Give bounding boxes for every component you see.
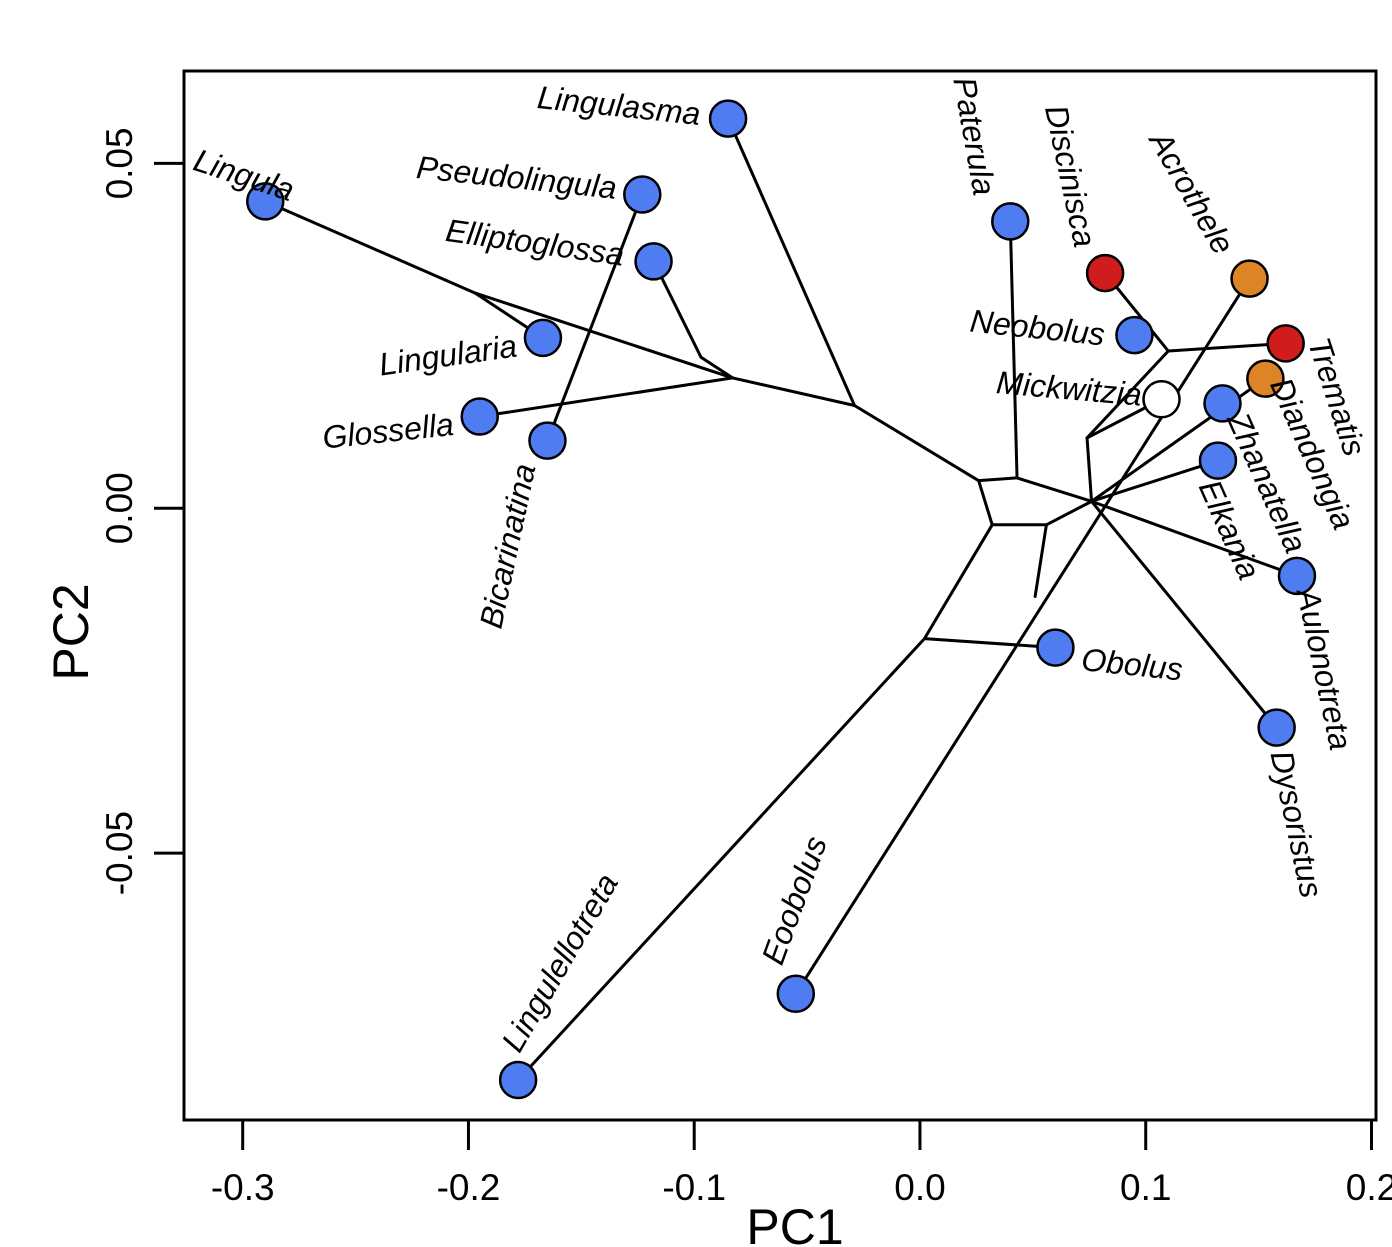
branch-n8-n9: [1015, 476, 1094, 503]
x-tick-label: -0.3: [211, 1167, 275, 1208]
taxon-label-mickwitzia: Mickwitzia: [995, 364, 1143, 413]
taxon-label-dysoristus: Dysoristus: [1264, 747, 1330, 901]
branch-n7-obolus: [922, 637, 1057, 650]
branch-n9-n10: [1085, 436, 1094, 503]
y-tick-label: 0.05: [99, 127, 140, 199]
y-axis: -0.05 0.00 0.05: [99, 127, 186, 895]
x-tick-label: 0.2: [1346, 1167, 1392, 1208]
taxon-point-elliptoglossa: [634, 242, 673, 281]
y-axis-title: PC2: [43, 583, 99, 680]
x-tick-label: 0.1: [1120, 1167, 1171, 1208]
taxon-label-elliptoglossa: Elliptoglossa: [444, 212, 627, 273]
branch-glossella-n3: [478, 376, 735, 419]
taxon-label-lingularia: Lingularia: [377, 328, 519, 383]
taxon-label-lingulellotreta: Lingulellotreta: [494, 867, 625, 1058]
taxon-point-mickwitzia: [1142, 380, 1181, 419]
taxon-label-discinisca: Discinisca: [1038, 102, 1103, 250]
taxon-point-aulonotreta: [1277, 556, 1317, 596]
taxon-point-glossella: [460, 397, 499, 436]
taxon-label-bicarinatina: Bicarinatina: [473, 460, 543, 631]
y-tick-label: 0.00: [99, 472, 140, 544]
x-axis-title: PC1: [746, 1199, 843, 1247]
branch-lingulasma-n4: [726, 117, 856, 407]
taxon-label-pseudolingula: Pseudolingula: [415, 149, 619, 206]
branch-n12-n9: [1044, 499, 1094, 527]
taxon-point-acrothele: [1230, 259, 1269, 298]
y-tick-label: -0.05: [99, 811, 140, 895]
branch-n5-n8: [977, 476, 1019, 483]
taxon-point-obolus: [1036, 628, 1075, 667]
taxon-label-obolus: Obolus: [1080, 641, 1185, 687]
taxon-point-lingularia: [523, 318, 563, 358]
branch-lingula-n1: [263, 199, 477, 295]
branch-n10-n11: [1085, 349, 1170, 440]
taxon-labels: Lingula Lingulasma Pseudolingula Elliptoglo…: [189, 74, 1373, 1057]
taxon-label-lingulasma: Lingulasma: [536, 79, 703, 132]
taxon-label-neobolus: Neobolus: [968, 303, 1106, 353]
taxon-label-glossella: Glossella: [321, 406, 456, 456]
taxon-point-dysoristus: [1257, 708, 1296, 747]
taxon-label-lingula: Lingula: [189, 142, 298, 208]
taxon-point-neobolus: [1115, 315, 1154, 355]
taxon-point-bicarinatina: [528, 421, 567, 460]
phylogeny-branches: [263, 117, 1299, 1082]
x-axis: -0.3 -0.2 -0.1 0.0 0.1 0.2: [211, 1118, 1392, 1208]
taxon-label-paterula: Paterula: [946, 74, 1002, 198]
x-tick-label: 0.0: [894, 1167, 945, 1208]
taxon-label-eoobolus: Eoobolus: [754, 831, 833, 969]
taxon-point-lingula: [246, 182, 285, 221]
branch-n11-trematis: [1166, 341, 1288, 353]
taxon-label-acrothele: Acrothele: [1142, 124, 1242, 261]
branch-n9-dysoristus: [1090, 499, 1279, 730]
branch-n8-paterula: [1008, 219, 1019, 480]
taxon-point-lingulellotreta: [498, 1060, 538, 1100]
branch-n4-n5: [853, 403, 981, 483]
branch-n12-n13: [1033, 523, 1048, 599]
branch-n5-n6: [977, 479, 994, 527]
taxon-point-trematis: [1266, 324, 1305, 363]
taxon-point-diandongia: [1246, 359, 1285, 398]
taxon-point-zhanatella: [1203, 384, 1242, 423]
branch-n1-n3: [473, 291, 735, 380]
branch-n7-lingulellotreta: [516, 637, 926, 1082]
branch-pseudolingula-bicarinatina: [545, 192, 644, 443]
branch-n6-n7: [922, 523, 994, 641]
taxon-points: [246, 99, 1317, 1100]
taxon-point-pseudolingula: [623, 175, 662, 214]
taxon-point-lingulasma: [708, 99, 748, 138]
x-tick-label: -0.1: [662, 1167, 726, 1208]
x-tick-label: -0.2: [437, 1167, 501, 1208]
taxon-point-discinisca: [1085, 253, 1125, 293]
taxon-point-paterula: [991, 202, 1030, 241]
branch-n2-n3: [699, 355, 735, 380]
taxon-label-aulonotreta: Aulonotreta: [1289, 584, 1359, 754]
taxon-point-eoobolus: [776, 974, 816, 1014]
taxon-point-elkania: [1198, 441, 1238, 480]
branch-n9-aulonotreta: [1090, 499, 1299, 578]
branch-n3-n4: [731, 376, 856, 407]
